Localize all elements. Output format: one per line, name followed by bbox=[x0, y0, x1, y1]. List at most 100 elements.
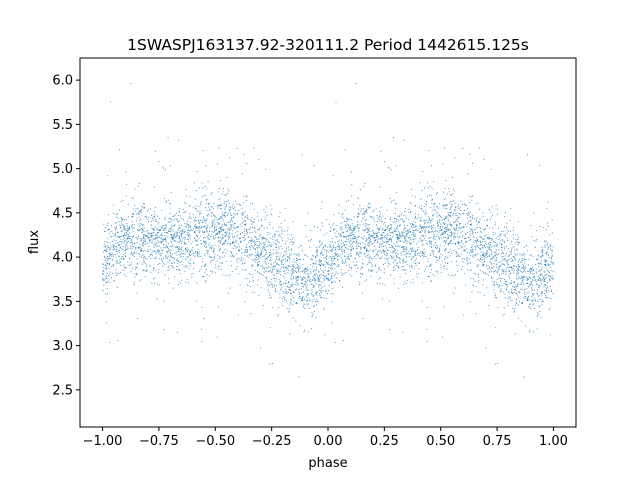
data-point bbox=[179, 261, 181, 263]
data-point bbox=[121, 229, 123, 231]
data-point bbox=[357, 236, 359, 238]
data-point bbox=[543, 245, 545, 247]
data-point bbox=[328, 251, 330, 253]
data-point bbox=[337, 249, 340, 251]
data-point bbox=[180, 248, 182, 250]
data-point bbox=[235, 239, 237, 241]
data-point bbox=[518, 317, 520, 319]
data-point bbox=[443, 227, 445, 230]
data-point bbox=[177, 331, 179, 333]
data-point bbox=[280, 274, 282, 276]
data-point bbox=[514, 255, 516, 257]
data-point bbox=[380, 257, 382, 260]
data-point bbox=[242, 236, 244, 238]
data-point bbox=[331, 261, 333, 263]
data-point bbox=[327, 261, 329, 263]
data-point bbox=[223, 191, 225, 193]
data-point bbox=[220, 205, 222, 207]
data-point bbox=[171, 239, 173, 241]
data-point bbox=[251, 202, 254, 204]
data-point bbox=[508, 282, 510, 284]
data-point bbox=[269, 259, 271, 262]
data-point bbox=[539, 280, 541, 282]
data-point bbox=[231, 206, 233, 208]
data-point bbox=[305, 296, 307, 298]
data-point bbox=[517, 271, 519, 273]
data-point bbox=[417, 241, 419, 243]
data-point bbox=[264, 241, 266, 244]
data-point bbox=[509, 230, 511, 232]
data-point bbox=[538, 271, 540, 273]
data-point bbox=[143, 237, 145, 239]
data-point bbox=[489, 271, 491, 273]
data-point bbox=[539, 311, 541, 313]
data-point bbox=[448, 243, 451, 245]
data-point bbox=[456, 217, 458, 219]
data-point bbox=[482, 215, 484, 217]
data-point bbox=[316, 252, 318, 254]
data-point bbox=[423, 220, 425, 222]
data-point bbox=[510, 243, 512, 245]
data-point bbox=[299, 271, 301, 273]
data-point bbox=[515, 290, 517, 292]
data-point bbox=[156, 239, 158, 241]
data-point bbox=[479, 235, 481, 237]
data-point bbox=[351, 239, 353, 241]
data-point bbox=[224, 231, 226, 234]
data-point bbox=[469, 301, 471, 303]
data-point bbox=[278, 248, 280, 250]
data-point bbox=[143, 233, 145, 235]
data-point bbox=[359, 252, 362, 254]
data-point bbox=[493, 289, 495, 291]
data-point bbox=[150, 271, 152, 273]
data-point bbox=[177, 229, 179, 231]
data-point bbox=[161, 258, 163, 260]
data-point bbox=[442, 163, 444, 165]
data-point bbox=[450, 229, 452, 231]
data-point bbox=[473, 229, 476, 231]
data-point bbox=[157, 241, 159, 243]
data-point bbox=[486, 250, 488, 252]
data-point bbox=[374, 265, 376, 267]
data-point bbox=[121, 257, 123, 259]
data-point bbox=[316, 291, 318, 293]
data-point bbox=[270, 266, 272, 268]
data-point bbox=[549, 244, 551, 246]
data-point bbox=[191, 229, 193, 231]
data-point bbox=[171, 215, 173, 217]
data-point bbox=[227, 188, 229, 190]
data-point bbox=[449, 231, 451, 234]
data-point bbox=[350, 246, 352, 248]
data-point bbox=[380, 221, 382, 223]
data-point bbox=[351, 219, 353, 221]
data-point bbox=[366, 249, 368, 251]
data-point bbox=[160, 255, 162, 257]
data-point bbox=[309, 240, 312, 242]
data-point bbox=[527, 270, 529, 272]
data-point bbox=[115, 226, 118, 228]
data-point bbox=[370, 235, 372, 237]
data-point bbox=[162, 257, 165, 259]
data-point bbox=[403, 214, 405, 217]
data-point bbox=[493, 285, 495, 287]
data-point bbox=[371, 236, 373, 238]
data-point bbox=[523, 284, 525, 286]
data-point bbox=[368, 270, 370, 272]
data-point bbox=[140, 223, 142, 225]
data-point bbox=[278, 279, 280, 281]
data-point bbox=[211, 206, 213, 208]
data-point bbox=[443, 222, 445, 224]
data-point bbox=[126, 232, 128, 234]
data-point bbox=[329, 256, 331, 258]
data-point bbox=[373, 255, 376, 258]
data-point bbox=[531, 236, 533, 238]
data-point bbox=[530, 267, 532, 269]
data-point bbox=[386, 242, 388, 244]
data-point bbox=[210, 193, 212, 195]
data-point bbox=[323, 309, 325, 311]
data-point bbox=[142, 242, 144, 244]
data-point bbox=[366, 211, 368, 214]
data-point bbox=[107, 214, 109, 216]
data-point bbox=[264, 258, 266, 261]
data-point bbox=[514, 265, 516, 267]
